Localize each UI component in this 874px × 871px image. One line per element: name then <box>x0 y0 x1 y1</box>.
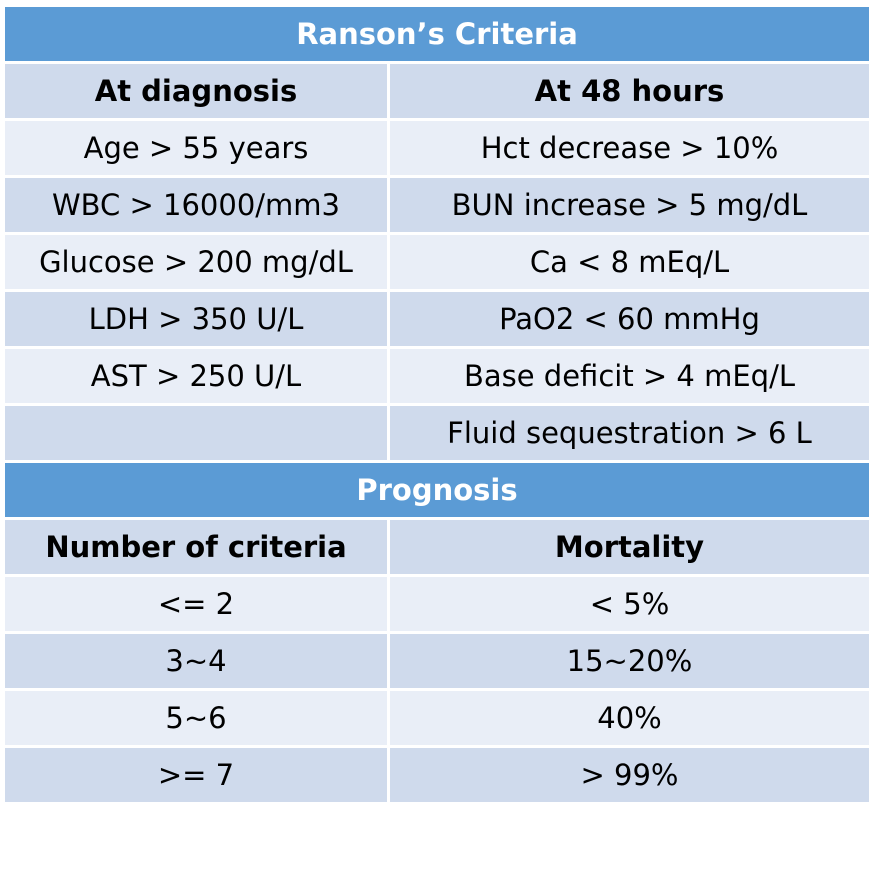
criteria-count: 5~6 <box>2 688 390 748</box>
criteria-row: AST > 250 U/L Base deficit > 4 mEq/L <box>2 346 872 406</box>
hours48-criterion: Fluid sequestration > 6 L <box>387 403 872 463</box>
prognosis-row: <= 2 < 5% <box>2 574 872 634</box>
criteria-header-row: At diagnosis At 48 hours <box>2 61 872 121</box>
header-at-48-hours: At 48 hours <box>387 61 872 121</box>
hours48-criterion: Hct decrease > 10% <box>387 118 872 178</box>
criteria-row: Fluid sequestration > 6 L <box>2 403 872 463</box>
diagnosis-criterion: AST > 250 U/L <box>2 346 390 406</box>
prognosis-row: >= 7 > 99% <box>2 745 872 805</box>
criteria-row: Glucose > 200 mg/dL Ca < 8 mEq/L <box>2 232 872 292</box>
diagnosis-criterion: LDH > 350 U/L <box>2 289 390 349</box>
criteria-title: Ranson’s Criteria <box>2 4 872 64</box>
hours48-criterion: Ca < 8 mEq/L <box>387 232 872 292</box>
mortality-value: 15~20% <box>387 631 872 691</box>
hours48-criterion: BUN increase > 5 mg/dL <box>387 175 872 235</box>
hours48-criterion: Base deficit > 4 mEq/L <box>387 346 872 406</box>
prognosis-row: 5~6 40% <box>2 688 872 748</box>
prognosis-row: 3~4 15~20% <box>2 631 872 691</box>
diagnosis-criterion: Age > 55 years <box>2 118 390 178</box>
mortality-value: 40% <box>387 688 872 748</box>
diagnosis-criterion: Glucose > 200 mg/dL <box>2 232 390 292</box>
diagnosis-criterion: WBC > 16000/mm3 <box>2 175 390 235</box>
header-mortality: Mortality <box>387 517 872 577</box>
header-number-of-criteria: Number of criteria <box>2 517 390 577</box>
criteria-count: >= 7 <box>2 745 390 805</box>
criteria-count: <= 2 <box>2 574 390 634</box>
prognosis-title-row: Prognosis <box>2 460 872 520</box>
hours48-criterion: PaO2 < 60 mmHg <box>387 289 872 349</box>
criteria-title-row: Ranson’s Criteria <box>2 4 872 64</box>
ransons-criteria-table: Ranson’s Criteria At diagnosis At 48 hou… <box>2 4 872 805</box>
prognosis-header-row: Number of criteria Mortality <box>2 517 872 577</box>
mortality-value: > 99% <box>387 745 872 805</box>
header-at-diagnosis: At diagnosis <box>2 61 390 121</box>
criteria-row: WBC > 16000/mm3 BUN increase > 5 mg/dL <box>2 175 872 235</box>
criteria-row: Age > 55 years Hct decrease > 10% <box>2 118 872 178</box>
mortality-value: < 5% <box>387 574 872 634</box>
diagnosis-criterion <box>2 403 390 463</box>
criteria-row: LDH > 350 U/L PaO2 < 60 mmHg <box>2 289 872 349</box>
criteria-count: 3~4 <box>2 631 390 691</box>
prognosis-title: Prognosis <box>2 460 872 520</box>
